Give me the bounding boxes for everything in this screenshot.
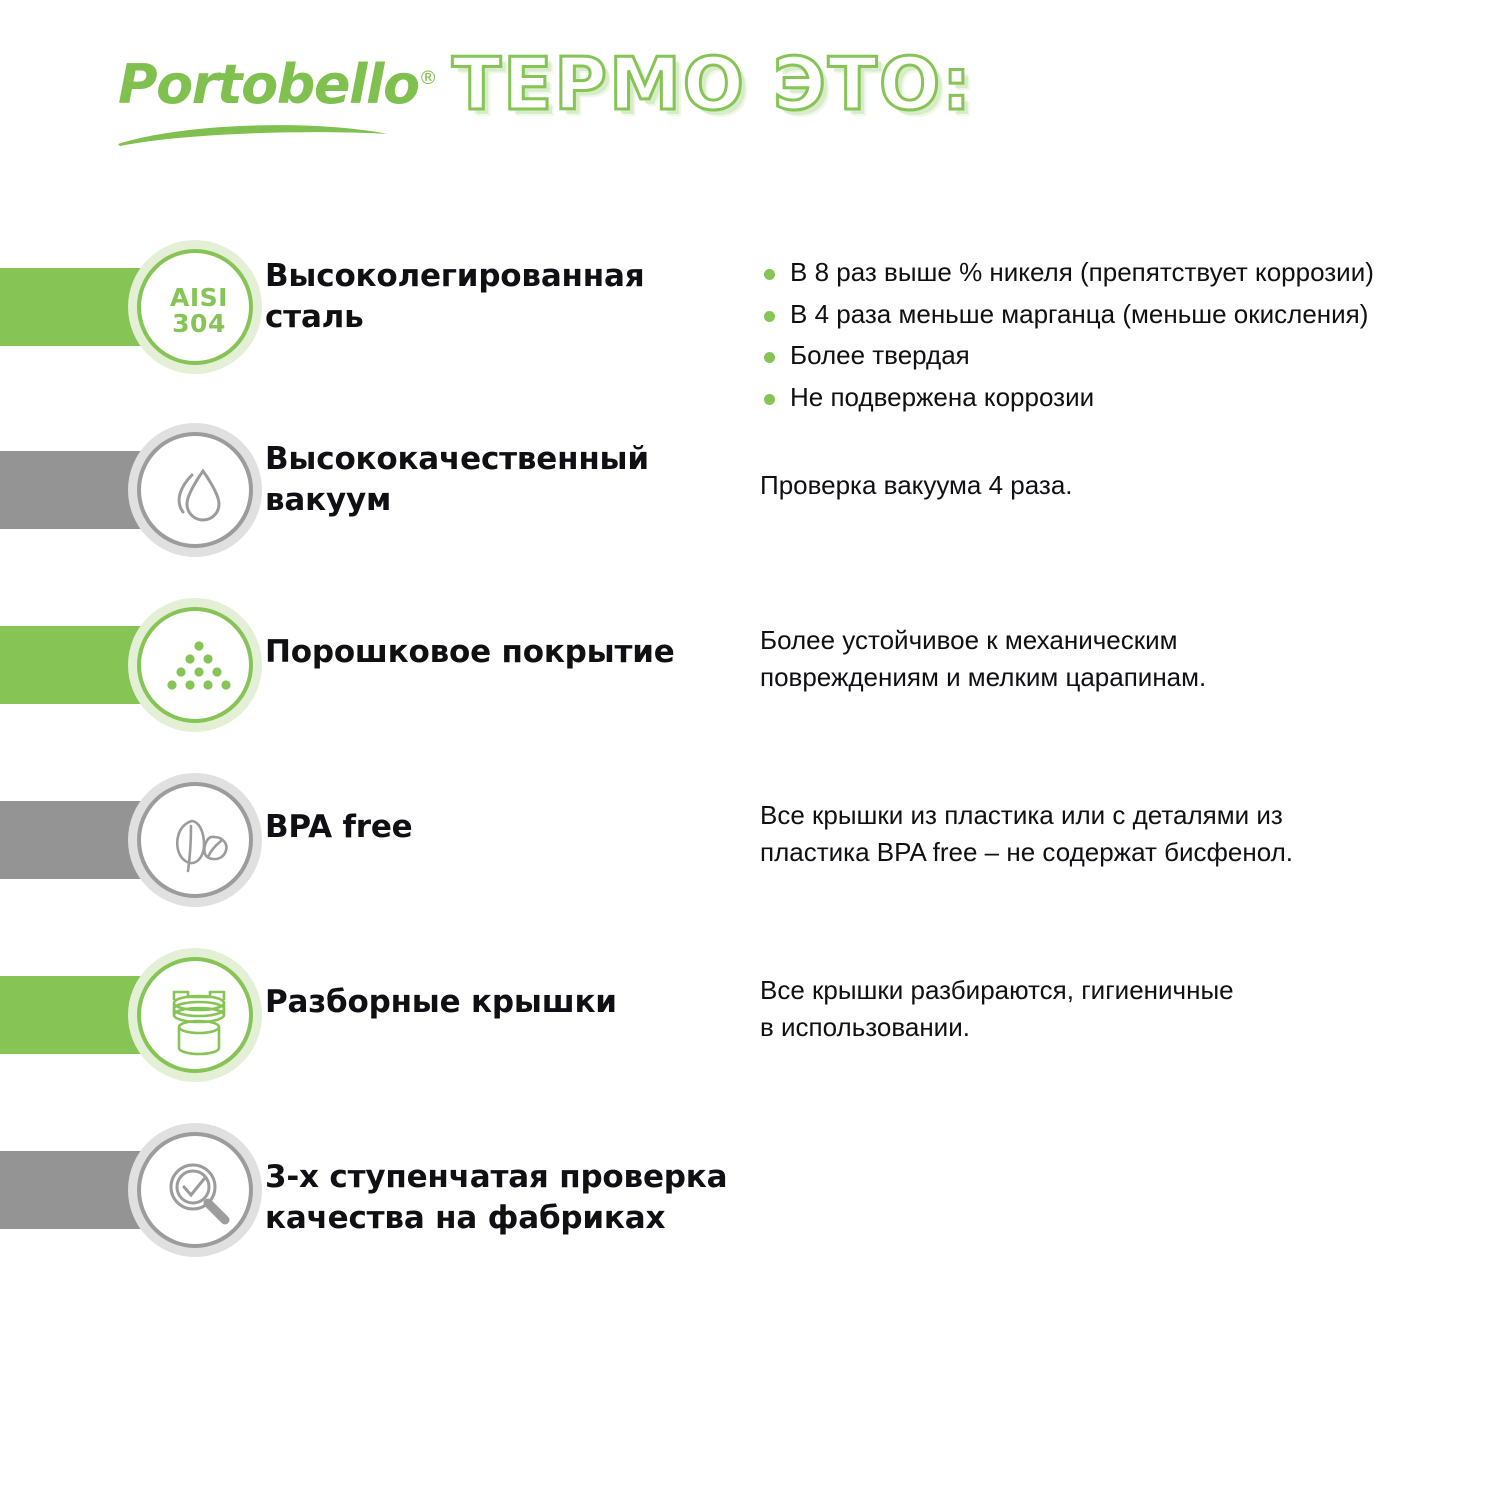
registered-trademark-icon: ® — [418, 67, 438, 89]
feature-title: Высококачественный вакуум — [265, 441, 649, 518]
feature-title: BPA free — [265, 809, 413, 845]
water-drop-icon — [128, 423, 262, 557]
portobello-swoosh-icon — [118, 125, 388, 146]
brand-logo: Portobello® — [118, 53, 438, 158]
feature-row-bpa-free: BPA free Все крышки из пластика или с де… — [0, 765, 1500, 915]
feature-title: Высоколегированная сталь — [265, 258, 645, 335]
leaves-icon — [128, 773, 262, 907]
badge-line-2: 304 — [172, 309, 226, 338]
feature-description: Все крышки из пластика или с деталями из… — [760, 800, 1293, 867]
feature-title: Разборные крышки — [265, 984, 617, 1020]
feature-title: 3-х ступенчатая проверка качества на фаб… — [265, 1159, 728, 1236]
brand-logo-text: Portobello® — [118, 53, 438, 116]
feature-bullets: В 8 раз выше % никеля (препятствует корр… — [760, 254, 1374, 421]
magnifier-check-icon — [128, 1123, 262, 1257]
list-item: Не подвержена коррозии — [760, 379, 1374, 417]
list-item: В 4 раза меньше марганца (меньше окислен… — [760, 296, 1374, 334]
badge-line-1: AISI — [170, 282, 228, 312]
feature-row-lids: Разборные крышки Все крышки разбираются,… — [0, 940, 1500, 1090]
feature-row-quality-check: 3-х ступенчатая проверка качества на фаб… — [0, 1115, 1500, 1265]
feature-description: Проверка вакуума 4 раза. — [760, 470, 1073, 500]
page-header: Portobello® ТЕРМО ЭТО: — [0, 0, 1500, 200]
feature-row-vacuum: Высококачественный вакуум Проверка вакуу… — [0, 415, 1500, 565]
list-item: Более твердая — [760, 337, 1374, 375]
list-item: В 8 раз выше % никеля (препятствует корр… — [760, 254, 1374, 292]
jar-lid-icon — [128, 948, 262, 1082]
page-title: ТЕРМО ЭТО: — [451, 42, 973, 126]
feature-row-powder-coating: Порошковое покрытие Более устойчивое к м… — [0, 590, 1500, 740]
feature-description: Все крышки разбираются, гигиеничные в ис… — [760, 975, 1234, 1042]
aisi-304-badge-icon: AISI 304 — [128, 240, 262, 374]
feature-title: Порошковое покрытие — [265, 634, 675, 670]
powder-dots-icon — [128, 598, 262, 732]
feature-description: Более устойчивое к механическим поврежде… — [760, 625, 1207, 692]
feature-row-steel: AISI 304 Высоколегированная сталь В 8 ра… — [0, 232, 1500, 412]
